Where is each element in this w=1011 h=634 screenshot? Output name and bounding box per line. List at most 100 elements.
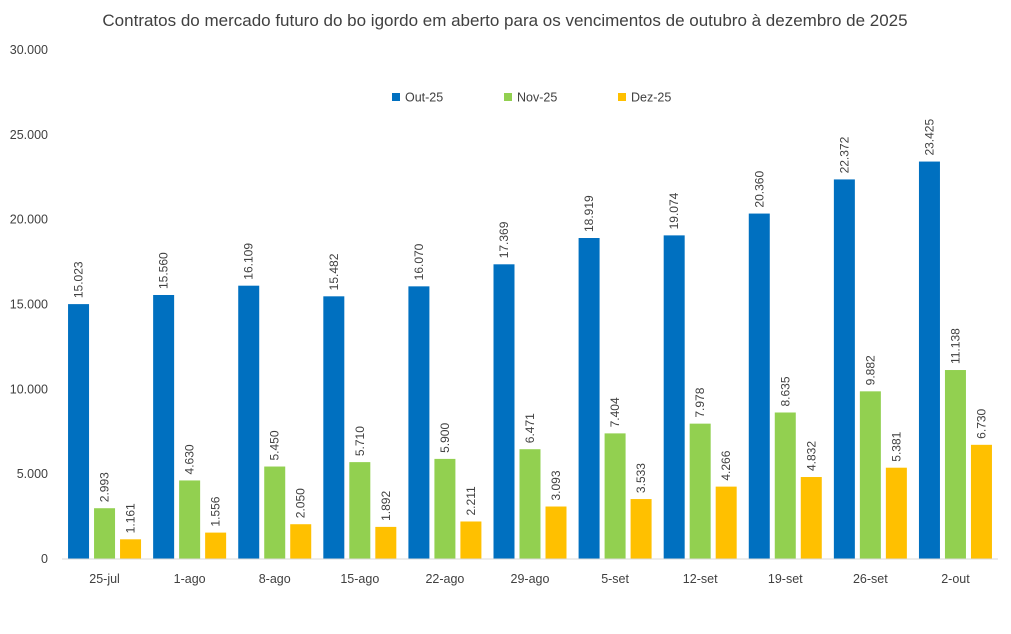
y-tick-label: 20.000 (10, 213, 48, 227)
bar-out-25 (748, 213, 770, 560)
legend-item: Nov-25 (504, 91, 557, 105)
x-tick-label: 5-set (601, 572, 629, 586)
x-axis: 25-jul 1-ago 8-ago 15-ago 22-ago 29-ago 5-set 1… (62, 558, 998, 586)
data-label: 15.482 (327, 253, 341, 290)
bar-out-25 (238, 285, 260, 559)
data-label: 5.450 (268, 430, 282, 460)
bar-dez-25 (290, 524, 312, 559)
data-label: 6.471 (523, 413, 537, 443)
data-label: 7.404 (608, 397, 622, 427)
data-label: 3.533 (634, 463, 648, 493)
legend-swatch (392, 93, 400, 101)
category-group: 17.369 6.471 3.093 (493, 221, 567, 559)
bar-dez-25 (970, 444, 992, 559)
data-label: 1.161 (124, 503, 138, 533)
category-group: 16.070 5.900 2.211 (408, 243, 482, 559)
data-label: 2.211 (464, 486, 478, 515)
y-tick-label: 25.000 (10, 128, 48, 142)
bar-dez-25 (120, 539, 142, 559)
data-label: 3.093 (549, 470, 563, 500)
data-label: 1.556 (209, 496, 223, 526)
data-label: 4.266 (719, 450, 733, 480)
data-label: 15.560 (157, 252, 171, 289)
x-tick-label: 25-jul (89, 572, 120, 586)
bar-dez-25 (545, 506, 567, 559)
data-label: 4.832 (804, 441, 818, 471)
bar-out-25 (918, 161, 940, 559)
bar-nov-25 (94, 508, 116, 559)
y-tick-label: 0 (41, 552, 48, 566)
data-label: 4.630 (183, 444, 197, 474)
legend-item: Out-25 (392, 91, 443, 105)
bar-out-25 (323, 296, 345, 559)
legend-label: Out-25 (405, 91, 443, 105)
x-tick-label: 2-out (941, 572, 970, 586)
bar-out-25 (578, 238, 600, 559)
legend-item: Dez-25 (618, 91, 671, 105)
x-tick-label: 12-set (683, 572, 718, 586)
legend-label: Dez-25 (631, 91, 671, 105)
data-label: 7.978 (693, 387, 707, 417)
x-tick-label: 26-set (853, 572, 888, 586)
bar-out-25 (663, 235, 685, 559)
data-label: 18.919 (582, 195, 596, 232)
bar-nov-25 (944, 370, 966, 559)
legend-swatch (504, 93, 512, 101)
bar-out-25 (153, 294, 175, 559)
category-group: 16.109 5.450 2.050 (238, 243, 312, 559)
x-tick-label: 19-set (768, 572, 803, 586)
bar-out-25 (68, 304, 90, 559)
data-label: 17.369 (497, 221, 511, 258)
y-tick-label: 10.000 (10, 382, 48, 396)
category-group: 23.425 11.138 6.730 (918, 119, 992, 559)
chart-title: Contratos do mercado futuro do bo igordo… (102, 11, 907, 30)
bar-dez-25 (800, 477, 822, 559)
bar-dez-25 (460, 521, 482, 559)
data-label: 8.635 (778, 376, 792, 406)
category-group: 15.023 2.993 1.161 (68, 261, 142, 559)
bar-dez-25 (715, 486, 737, 559)
bar-out-25 (408, 286, 430, 559)
legend-label: Nov-25 (517, 91, 557, 105)
bar-nov-25 (519, 449, 541, 559)
y-tick-label: 30.000 (10, 43, 48, 57)
y-axis: 0 5.000 10.000 15.000 20.000 25.000 30.000 (10, 43, 48, 566)
bar-nov-25 (434, 458, 456, 559)
bar-dez-25 (885, 467, 907, 559)
data-label: 9.882 (863, 355, 877, 385)
legend-swatch (618, 93, 626, 101)
data-label: 16.070 (412, 243, 426, 280)
y-tick-label: 15.000 (10, 298, 48, 312)
bar-nov-25 (774, 412, 796, 559)
bar-nov-25 (604, 433, 626, 559)
x-tick-label: 15-ago (340, 572, 379, 586)
category-group: 15.482 5.710 1.892 (323, 253, 397, 559)
bar-nov-25 (689, 423, 711, 559)
bar-nov-25 (349, 462, 371, 559)
data-label: 11.138 (948, 328, 962, 364)
category-group: 22.372 9.882 5.381 (833, 136, 907, 559)
category-group: 15.560 4.630 1.556 (153, 252, 227, 559)
data-label: 2.993 (98, 472, 112, 502)
data-label: 1.892 (379, 491, 393, 521)
x-tick-label: 29-ago (511, 572, 550, 586)
bar-dez-25 (375, 526, 397, 559)
data-label: 16.109 (242, 243, 256, 280)
legend: Out-25 Nov-25 Dez-25 (392, 91, 671, 105)
bar-nov-25 (264, 466, 286, 559)
x-tick-label: 8-ago (259, 572, 291, 586)
bars: 15.023 2.993 1.161 15.560 4.630 1.556 16.109 5.… (68, 119, 992, 560)
bar-dez-25 (630, 499, 652, 559)
x-tick-label: 1-ago (174, 572, 206, 586)
data-label: 5.710 (353, 426, 367, 456)
bar-nov-25 (859, 391, 881, 559)
bar-out-25 (493, 264, 515, 559)
data-label: 23.425 (922, 119, 936, 156)
data-label: 19.074 (667, 192, 681, 229)
data-label: 2.050 (294, 488, 308, 518)
data-label: 20.360 (752, 171, 766, 208)
bar-dez-25 (205, 532, 227, 559)
x-tick-label: 22-ago (425, 572, 464, 586)
